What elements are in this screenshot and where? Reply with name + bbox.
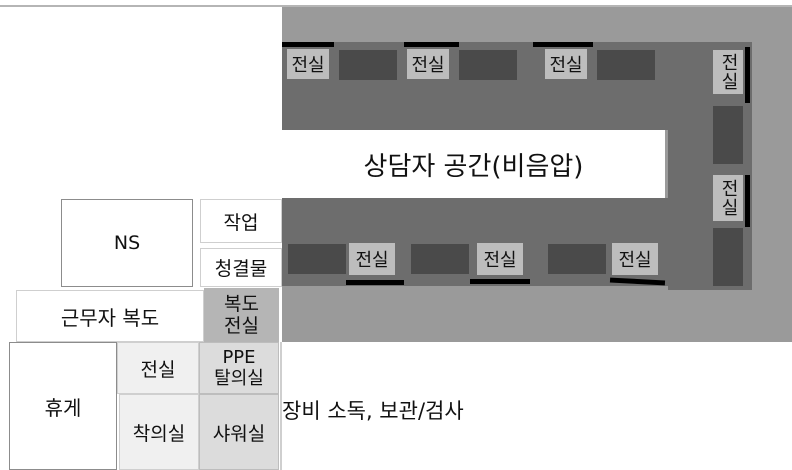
top-border-line bbox=[0, 5, 792, 7]
anteroom-label-right-2: 전실 bbox=[713, 175, 743, 221]
door-bottom-1 bbox=[346, 280, 404, 285]
door-bottom-2 bbox=[470, 279, 530, 284]
door-top-1 bbox=[282, 42, 334, 47]
clean-supply-room: 청결물 bbox=[200, 248, 282, 287]
nurse-station: NS bbox=[61, 199, 193, 287]
equipment-area-divider bbox=[280, 342, 282, 470]
bed-top-2 bbox=[459, 50, 517, 80]
anteroom-label-top-3: 전실 bbox=[545, 49, 587, 79]
bed-right-1 bbox=[713, 106, 743, 164]
anteroom-small: 전실 bbox=[117, 342, 199, 394]
bed-top-1 bbox=[339, 50, 397, 80]
door-right-2 bbox=[745, 175, 750, 227]
bed-bottom-1 bbox=[288, 244, 346, 274]
work-room: 작업 bbox=[200, 199, 282, 243]
staff-corridor: 근무자 복도 bbox=[16, 290, 204, 342]
door-right-1 bbox=[745, 47, 750, 103]
anteroom-label-top-2: 전실 bbox=[407, 49, 449, 79]
dressing-room: 착의실 bbox=[119, 394, 199, 470]
ppe-label: PPE bbox=[222, 347, 256, 368]
shower-room: 샤워실 bbox=[199, 394, 279, 470]
undressing-label: 탈의실 bbox=[214, 368, 264, 389]
door-top-3 bbox=[533, 42, 593, 47]
bed-bottom-2 bbox=[411, 244, 469, 274]
anteroom-label-right-1: 전실 bbox=[713, 50, 743, 94]
corridor-anteroom-label-1: 복도 bbox=[224, 293, 259, 315]
corridor-anteroom: 복도 전실 bbox=[204, 288, 279, 342]
anteroom-label-bottom-3: 전실 bbox=[612, 243, 658, 275]
door-top-2 bbox=[404, 42, 459, 47]
bed-right-2 bbox=[713, 228, 743, 286]
anteroom-label-top-1: 전실 bbox=[287, 49, 329, 79]
corridor-anteroom-label-2: 전실 bbox=[224, 315, 259, 337]
consultation-space: 상담자 공간(비음압) bbox=[282, 130, 665, 198]
rest-room: 휴게 bbox=[9, 342, 117, 470]
anteroom-label-bottom-1: 전실 bbox=[349, 243, 395, 275]
bed-top-3 bbox=[597, 50, 655, 80]
bed-bottom-3 bbox=[548, 244, 606, 274]
anteroom-label-bottom-2: 전실 bbox=[477, 243, 523, 275]
equipment-disinfection-area: 장비 소독, 보관/검사 bbox=[282, 399, 464, 423]
ppe-undressing-room: PPE 탈의실 bbox=[199, 342, 279, 394]
